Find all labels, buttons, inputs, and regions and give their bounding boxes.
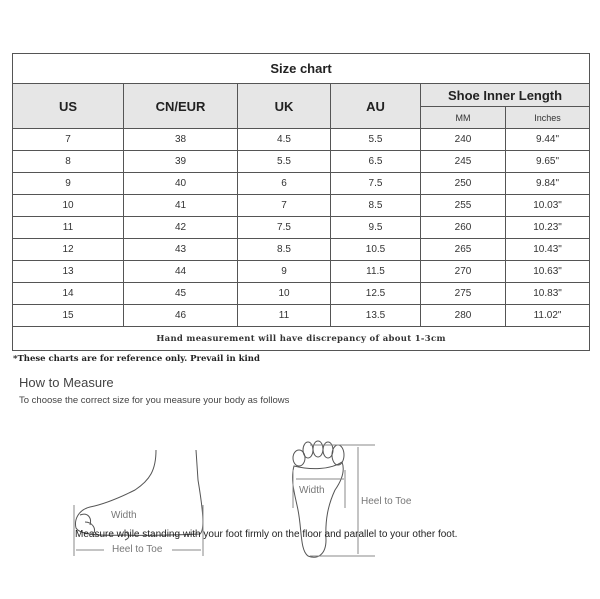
sole-width-label: Width: [299, 485, 325, 496]
reference-note: *These charts are for reference only. Pr…: [13, 354, 260, 364]
table-row: 13 44 9 11.5 270 10.63": [12, 260, 591, 283]
header-shoe-inner-length: Shoe Inner Length: [419, 83, 591, 107]
header-uk: UK: [237, 83, 331, 129]
header-au: AU: [330, 83, 421, 129]
measure-caption: Measure while standing with your foot fi…: [75, 529, 458, 540]
side-heel-to-toe-label: Heel to Toe: [112, 544, 163, 555]
how-to-measure-subtitle: To choose the correct size for you measu…: [19, 395, 290, 406]
table-row: 9 40 6 7.5 250 9.84": [12, 172, 591, 195]
table-footer-note: Hand measurement will have discrepancy o…: [11, 326, 591, 351]
side-width-label: Width: [111, 510, 137, 521]
sole-heel-to-toe-label: Heel to Toe: [361, 496, 412, 507]
table-row: 15 46 11 13.5 280 11.02": [12, 304, 591, 327]
how-to-measure-title: How to Measure: [19, 375, 114, 390]
side-foot-drawing: [73, 449, 204, 556]
table-row: 12 43 8.5 10.5 265 10.43": [12, 238, 591, 261]
header-mm: MM: [420, 106, 506, 129]
table-title: Size chart: [11, 53, 591, 84]
size-chart-table: Size chart US CN/EUR UK AU Shoe Inner Le…: [11, 53, 591, 351]
sole-foot-drawing: [292, 440, 375, 558]
